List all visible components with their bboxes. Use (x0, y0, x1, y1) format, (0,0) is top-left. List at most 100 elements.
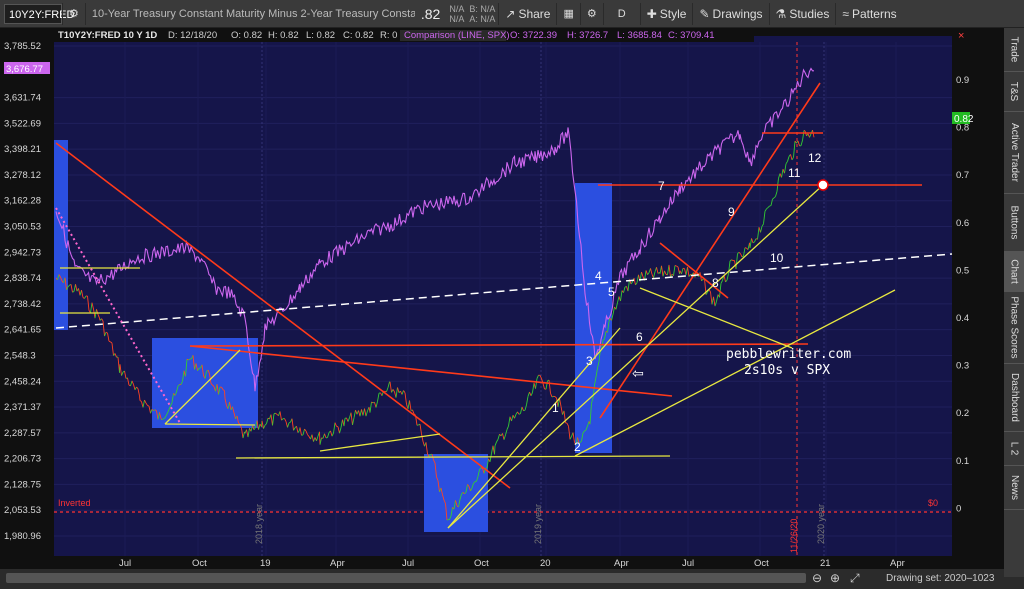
highlight-box (152, 338, 258, 428)
spread-segment (489, 453, 492, 462)
sidebar-label-phase-scores: Phase Scores (1008, 296, 1020, 359)
spread-segment (766, 207, 769, 210)
spread-segment (585, 425, 588, 431)
spread-segment (455, 500, 458, 507)
spread-segment (667, 264, 670, 275)
zoom-out-icon[interactable]: ⊖ (812, 571, 823, 585)
ohlc-range: R: 0 (380, 30, 397, 41)
sidebar-item-buttons[interactable]: Buttons (1004, 194, 1024, 252)
spread-segment (664, 270, 667, 275)
grid-button[interactable]: ▦ (556, 2, 579, 25)
time-axis-tick: 20 (540, 558, 551, 569)
right-axis-tick: 0.2 (956, 408, 969, 419)
spread-segment (395, 387, 398, 398)
spread-segment (110, 341, 113, 344)
spread-segment (164, 415, 167, 419)
spread-segment (134, 386, 137, 391)
patterns-button[interactable]: ≈ Patterns (835, 2, 902, 25)
spread-segment (350, 412, 353, 425)
studies-button[interactable]: ⚗ Studies (768, 2, 836, 25)
ohlc-low: L: 0.82 (306, 30, 335, 41)
spread-segment (470, 487, 473, 492)
spread-segment (505, 429, 508, 436)
spread-segment (256, 420, 259, 430)
spread-segment (503, 434, 506, 440)
spread-segment (790, 154, 793, 161)
chart-settings-button[interactable]: ⚙ (579, 2, 603, 25)
date-marker: 11/26/20 (789, 519, 799, 553)
sidebar-item-news[interactable]: News (1004, 466, 1024, 510)
annotation-subtitle: 2s10s v SPX (744, 363, 830, 378)
spread-segment (361, 409, 364, 416)
spread-segment (471, 483, 474, 489)
sidebar-item-active-trader[interactable]: Active Trader (1004, 112, 1024, 194)
number-annotation: 10 (770, 251, 784, 265)
spread-segment (687, 267, 690, 277)
style-button[interactable]: ✚ Style (639, 2, 693, 25)
spread-segment (422, 441, 425, 447)
highlight-box (54, 140, 68, 330)
number-annotation: 8 (712, 276, 719, 290)
period-button[interactable]: D (602, 2, 640, 25)
sidebar-item-dashboard[interactable]: Dashboard (1004, 364, 1024, 432)
close-chart-icon[interactable]: × (958, 30, 964, 42)
spread-segment (581, 432, 584, 442)
spread-segment (365, 410, 368, 417)
share-button[interactable]: ↗ Share (498, 2, 556, 25)
spread-segment (775, 191, 778, 197)
chart-canvas[interactable]: T10Y2Y:FRED 10 Y 1D D: 12/18/20 O: 0.82 … (0, 28, 1004, 569)
spread-segment (440, 487, 443, 495)
left-axis-tick: 2,641.65 (4, 325, 41, 336)
sidebar-item-ts[interactable]: T&S (1004, 72, 1024, 112)
chart-title: T10Y2Y:FRED 10 Y 1D (58, 30, 157, 41)
time-axis-tick: Oct (754, 558, 769, 569)
spread-segment (705, 291, 708, 295)
spread-segment (377, 393, 380, 402)
sidebar-item-l2[interactable]: L 2 (1004, 432, 1024, 466)
spread-segment (582, 430, 585, 434)
spread-segment (554, 396, 557, 399)
right-sidebar: Trade T&S Active Trader Buttons Chart Ph… (1004, 28, 1024, 577)
spread-segment (462, 492, 465, 495)
spread-segment (167, 409, 170, 414)
watermark: pebblewriter.com (726, 347, 851, 362)
spread-segment (514, 414, 517, 419)
sidebar-item-trade[interactable]: Trade (1004, 28, 1024, 72)
drawings-button[interactable]: ✎ Drawings (692, 2, 768, 25)
spread-segment (784, 163, 787, 174)
spread-segment (421, 433, 424, 442)
symbol-input[interactable]: 10Y2Y:FRED (4, 3, 74, 24)
spread-segment (287, 422, 290, 428)
spread-segment (324, 433, 327, 439)
left-axis-tick: 3,398.21 (4, 144, 41, 155)
symbol-lock-icon[interactable]: ⚙ (62, 2, 85, 25)
expand-icon[interactable]: ⤢ (850, 571, 860, 585)
spread-segment (673, 265, 676, 276)
spread-segment (127, 377, 130, 386)
sidebar-label-chart: Chart (1008, 259, 1020, 284)
endpoint-marker[interactable] (817, 179, 829, 191)
spread-segment (272, 413, 275, 426)
spread-segment (473, 481, 476, 484)
spread-segment (70, 284, 73, 293)
spread-segment (791, 157, 794, 161)
ohlc-close: C: 0.82 (343, 30, 374, 41)
spread-segment (247, 428, 250, 438)
spread-segment (607, 321, 610, 333)
spread-segment (656, 267, 659, 274)
spread-segment (464, 491, 467, 495)
sidebar-item-phase-scores[interactable]: Phase Scores (1004, 292, 1024, 364)
spread-segment (497, 434, 500, 440)
zoom-in-icon[interactable]: ⊕ (830, 571, 841, 585)
drawing-set-label[interactable]: Drawing set: 2020–1023 (886, 573, 995, 584)
spread-segment (518, 413, 521, 415)
sidebar-item-chart[interactable]: Chart (1004, 252, 1024, 292)
spread-segment (674, 265, 677, 267)
horizontal-scrollbar[interactable] (6, 573, 806, 583)
spread-segment (221, 386, 224, 390)
spx-comparison-line (55, 67, 815, 392)
comparison-close: C: 3709.41 (668, 30, 714, 41)
time-axis-tick: 19 (260, 558, 271, 569)
spread-segment (445, 503, 448, 521)
spread-segment (195, 363, 198, 371)
